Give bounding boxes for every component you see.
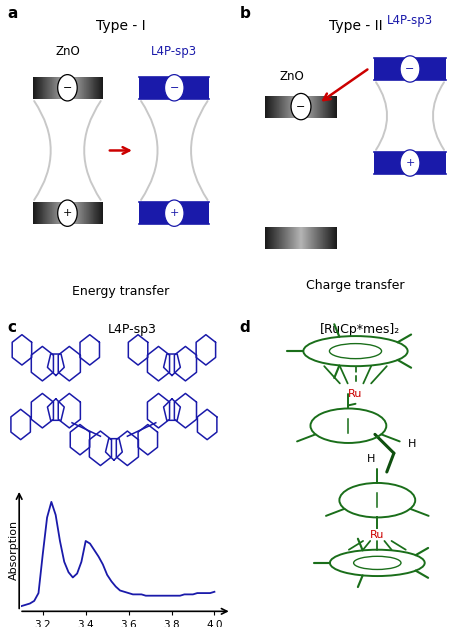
Text: [RuCp*mes]₂: [RuCp*mes]₂ [320,323,401,336]
Circle shape [291,93,311,120]
Text: Ru: Ru [370,530,384,540]
FancyArrowPatch shape [191,101,208,200]
Circle shape [400,150,420,176]
Text: d: d [239,320,250,335]
FancyArrowPatch shape [84,101,100,200]
Text: Ru: Ru [348,389,363,399]
Text: Type - I: Type - I [96,19,146,33]
Bar [139,202,209,224]
FancyArrowPatch shape [433,82,444,150]
Text: +: + [405,158,415,168]
Y-axis label: Absorption: Absorption [9,520,18,580]
Text: Charge transfer: Charge transfer [306,279,405,292]
Circle shape [58,200,77,226]
Bar [139,77,209,99]
Circle shape [400,56,420,82]
FancyArrowPatch shape [376,82,387,150]
Text: ZnO: ZnO [55,45,80,58]
Circle shape [164,200,184,226]
Bar [374,152,446,174]
Text: Energy transfer: Energy transfer [72,285,170,298]
FancyArrowPatch shape [34,101,51,200]
FancyArrowPatch shape [141,101,157,200]
Text: −: − [170,83,179,93]
Text: Type - II: Type - II [328,19,383,33]
Text: H: H [366,455,375,465]
Circle shape [58,75,77,101]
Text: L4P-sp3: L4P-sp3 [387,14,433,27]
Bar [374,58,446,80]
Text: H: H [408,439,417,449]
Text: −: − [296,102,306,112]
Text: −: − [63,83,72,93]
Text: +: + [170,208,179,218]
Text: c: c [7,320,16,335]
Circle shape [164,75,184,101]
Text: L4P-sp3: L4P-sp3 [151,45,197,58]
Text: L4P-sp3: L4P-sp3 [108,323,157,336]
Text: a: a [7,6,18,21]
Text: +: + [63,208,72,218]
Text: ZnO: ZnO [279,70,304,83]
Text: −: − [405,64,415,74]
Text: b: b [239,6,250,21]
